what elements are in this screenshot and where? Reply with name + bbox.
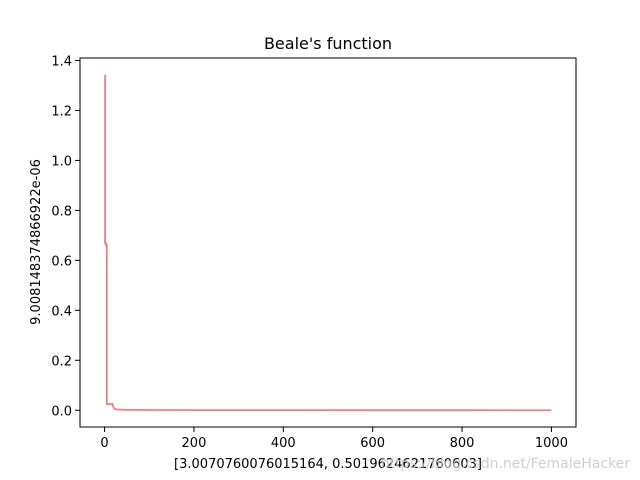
y-tick-label: 1.4 (51, 54, 72, 69)
y-tick-label: 0.0 (51, 404, 72, 419)
series-layer (104, 74, 552, 412)
x-tick-label: 600 (360, 436, 385, 451)
x-tick-label: 200 (182, 436, 207, 451)
y-tick-label: 1.2 (51, 104, 72, 119)
x-tick-label: 400 (271, 436, 296, 451)
y-axis-label: 9.008148374866922e-06 (29, 159, 44, 325)
y-axis-ticks: 0.0 0.2 0.4 0.6 0.8 1.0 1.2 1.4 (51, 54, 80, 419)
x-axis-ticks: 0 200 400 600 800 1000 (100, 427, 568, 451)
chart-title: Beale's function (264, 34, 392, 53)
plot-area: 0 200 400 600 800 1000 0.0 0.2 0.4 0.6 0.8 1.0 1.2 1… (51, 54, 577, 451)
x-axis-label: [3.0070760076015164, 0.5019624621760603] (174, 457, 482, 472)
y-tick-label: 1.0 (51, 154, 72, 169)
y-tick-label: 0.4 (51, 304, 72, 319)
plot-frame (79, 57, 577, 428)
x-tick-label: 0 (100, 436, 108, 451)
y-tick-label: 0.2 (51, 354, 72, 369)
x-tick-label: 800 (450, 436, 475, 451)
y-tick-label: 0.8 (51, 204, 72, 219)
x-tick-label: 1000 (535, 436, 568, 451)
y-tick-label: 0.6 (51, 254, 72, 269)
series-line (104, 74, 552, 412)
watermark-text: https://blog.csdn.net/FemaleHacker (381, 456, 630, 472)
